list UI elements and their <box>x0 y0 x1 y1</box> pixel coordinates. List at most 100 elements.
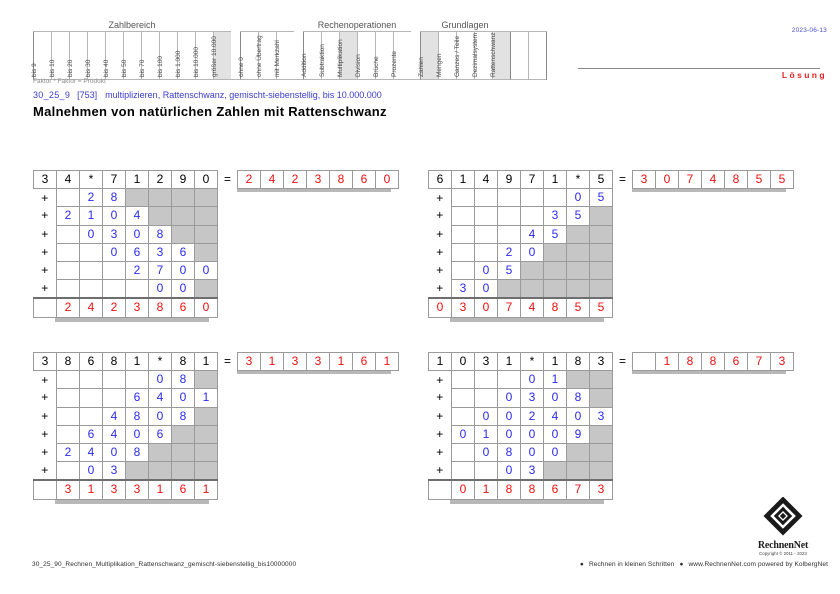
sum-digit-cell[interactable]: 3 <box>56 479 80 500</box>
sum-digit-cell[interactable]: 5 <box>589 297 613 318</box>
result-digit-cell[interactable]: 1 <box>329 351 354 372</box>
partial-digit-cell[interactable] <box>451 370 475 390</box>
sum-digit-cell[interactable]: 1 <box>194 479 218 500</box>
partial-digit-cell[interactable] <box>497 188 521 208</box>
partial-digit-cell[interactable]: 6 <box>171 242 195 262</box>
sum-digit-cell[interactable]: 2 <box>102 297 126 318</box>
result-digit-cell[interactable]: 1 <box>655 351 680 372</box>
header-col-prozente[interactable]: Prozente <box>391 32 411 80</box>
result-digit-cell[interactable]: 3 <box>283 351 308 372</box>
sum-digit-cell[interactable]: 0 <box>194 297 218 318</box>
partial-digit-cell[interactable]: 0 <box>148 370 172 390</box>
partial-digit-cell[interactable]: 4 <box>148 388 172 408</box>
partial-digit-cell[interactable] <box>497 206 521 226</box>
header-col-bis-40[interactable]: bis 40 <box>103 32 123 80</box>
partial-digit-cell[interactable]: 6 <box>79 424 103 444</box>
partial-digit-cell[interactable] <box>474 206 498 226</box>
partial-digit-cell[interactable] <box>56 279 80 299</box>
header-col-subtraktion[interactable]: Subtraktion <box>319 32 339 80</box>
result-digit-cell[interactable]: 2 <box>237 169 262 190</box>
result-digit-cell[interactable]: 3 <box>770 351 795 372</box>
sum-digit-cell[interactable]: 3 <box>589 479 613 500</box>
partial-digit-cell[interactable]: 0 <box>171 388 195 408</box>
partial-digit-cell[interactable]: 0 <box>520 370 544 390</box>
partial-digit-cell[interactable]: 0 <box>474 279 498 299</box>
partial-digit-cell[interactable]: 5 <box>497 260 521 281</box>
partial-digit-cell[interactable] <box>79 370 103 390</box>
partial-digit-cell[interactable]: 3 <box>451 279 475 299</box>
partial-digit-cell[interactable] <box>543 188 567 208</box>
sum-digit-cell[interactable]: 8 <box>148 297 172 318</box>
partial-digit-cell[interactable]: 3 <box>543 206 567 226</box>
partial-digit-cell[interactable]: 2 <box>520 406 544 426</box>
partial-digit-cell[interactable]: 0 <box>194 260 218 281</box>
partial-digit-cell[interactable]: 0 <box>171 279 195 299</box>
partial-digit-cell[interactable]: 0 <box>102 442 126 463</box>
partial-digit-cell[interactable]: 0 <box>474 442 498 463</box>
partial-digit-cell[interactable] <box>79 279 103 299</box>
header-col-ganzes-teile[interactable]: Ganzes / Teile <box>454 32 474 80</box>
header-col-bis-50[interactable]: bis 50 <box>121 32 141 80</box>
partial-digit-cell[interactable] <box>451 442 475 463</box>
partial-digit-cell[interactable]: 1 <box>543 370 567 390</box>
partial-digit-cell[interactable]: 5 <box>589 188 613 208</box>
sum-digit-cell[interactable]: 6 <box>543 479 567 500</box>
sum-digit-cell[interactable]: 1 <box>148 479 172 500</box>
partial-digit-cell[interactable] <box>451 188 475 208</box>
result-digit-cell[interactable]: 3 <box>632 169 657 190</box>
partial-digit-cell[interactable] <box>451 224 475 244</box>
result-digit-cell[interactable]: 0 <box>655 169 680 190</box>
partial-digit-cell[interactable]: 8 <box>566 388 590 408</box>
header-col-empty-2[interactable] <box>528 32 546 80</box>
partial-digit-cell[interactable] <box>451 461 475 481</box>
partial-digit-cell[interactable]: 3 <box>148 242 172 262</box>
partial-digit-cell[interactable]: 8 <box>171 406 195 426</box>
partial-digit-cell[interactable]: 3 <box>102 461 126 481</box>
partial-digit-cell[interactable]: 0 <box>79 224 103 244</box>
header-col-empty-1[interactable] <box>510 32 528 80</box>
header-col-zahlen[interactable]: Zahlen <box>418 32 438 80</box>
partial-digit-cell[interactable]: 0 <box>543 442 567 463</box>
partial-digit-cell[interactable]: 0 <box>451 424 475 444</box>
partial-digit-cell[interactable] <box>474 224 498 244</box>
partial-digit-cell[interactable]: 0 <box>497 424 521 444</box>
partial-digit-cell[interactable] <box>125 279 149 299</box>
partial-digit-cell[interactable]: 3 <box>589 406 613 426</box>
partial-digit-cell[interactable]: 8 <box>497 442 521 463</box>
partial-digit-cell[interactable]: 0 <box>497 461 521 481</box>
result-digit-cell[interactable]: 3 <box>237 351 262 372</box>
partial-digit-cell[interactable] <box>79 388 103 408</box>
header-col-addition[interactable]: Addition <box>301 32 321 80</box>
partial-digit-cell[interactable] <box>474 370 498 390</box>
result-digit-cell[interactable]: 0 <box>375 169 400 190</box>
partial-digit-cell[interactable]: 4 <box>79 442 103 463</box>
partial-digit-cell[interactable]: 4 <box>125 206 149 226</box>
partial-digit-cell[interactable]: 0 <box>520 242 544 262</box>
partial-digit-cell[interactable] <box>451 206 475 226</box>
partial-digit-cell[interactable]: 0 <box>520 442 544 463</box>
sum-digit-cell[interactable]: 8 <box>520 479 544 500</box>
result-digit-cell[interactable]: 8 <box>678 351 703 372</box>
header-col-bis-100[interactable]: bis 100 <box>157 32 177 80</box>
header-col-mit-merkzahl[interactable]: mit Merkzahl <box>274 32 294 80</box>
partial-digit-cell[interactable] <box>125 370 149 390</box>
sum-digit-cell[interactable]: 1 <box>79 479 103 500</box>
result-digit-cell[interactable]: 5 <box>747 169 772 190</box>
partial-digit-cell[interactable]: 0 <box>566 188 590 208</box>
header-col-dezimalsystem[interactable]: Dezimalsystem <box>472 32 492 80</box>
partial-digit-cell[interactable] <box>520 188 544 208</box>
partial-digit-cell[interactable] <box>56 406 80 426</box>
partial-digit-cell[interactable] <box>79 242 103 262</box>
partial-digit-cell[interactable]: 0 <box>79 461 103 481</box>
header-col-division[interactable]: Division <box>355 32 375 80</box>
result-digit-cell[interactable]: 5 <box>770 169 795 190</box>
result-digit-cell[interactable]: 7 <box>747 351 772 372</box>
partial-digit-cell[interactable]: 7 <box>148 260 172 281</box>
sum-digit-cell[interactable]: 4 <box>520 297 544 318</box>
sum-digit-cell[interactable]: 3 <box>451 297 475 318</box>
header-col-bis-10[interactable]: bis 10 <box>49 32 69 80</box>
result-digit-cell[interactable]: 2 <box>283 169 308 190</box>
header-col-bis-10-000[interactable]: bis 10.000 <box>193 32 213 80</box>
partial-digit-cell[interactable]: 4 <box>102 424 126 444</box>
header-col-mengen[interactable]: Mengen <box>436 32 456 80</box>
